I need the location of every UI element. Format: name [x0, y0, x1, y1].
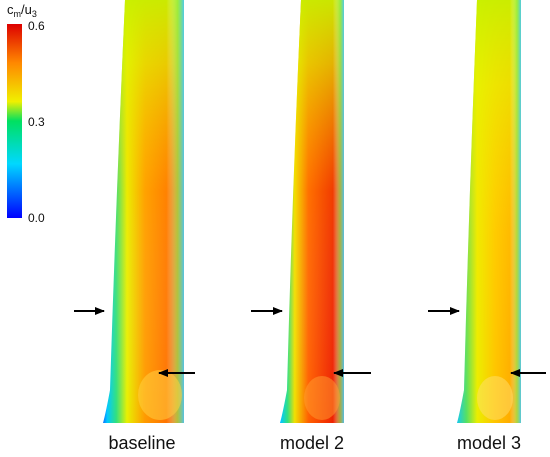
- contour-panel-baseline: baseline: [74, 0, 195, 453]
- colorbar-tick-mid: 0.3: [28, 115, 45, 129]
- panel-label-model-3: model 3: [457, 433, 521, 453]
- colorbar: cm/u3 0.6 0.3 0.0: [7, 2, 45, 225]
- contour-panel-model-2: model 2: [251, 0, 371, 453]
- panel-label-baseline: baseline: [108, 433, 175, 453]
- panel-label-model-2: model 2: [280, 433, 344, 453]
- colorbar-tick-bottom: 0.0: [28, 211, 45, 225]
- colorbar-title: cm/u3: [7, 2, 37, 19]
- colorbar-gradient: [7, 24, 22, 218]
- contour-panel-model-3: model 3: [428, 0, 546, 453]
- colorbar-tick-top: 0.6: [28, 19, 45, 33]
